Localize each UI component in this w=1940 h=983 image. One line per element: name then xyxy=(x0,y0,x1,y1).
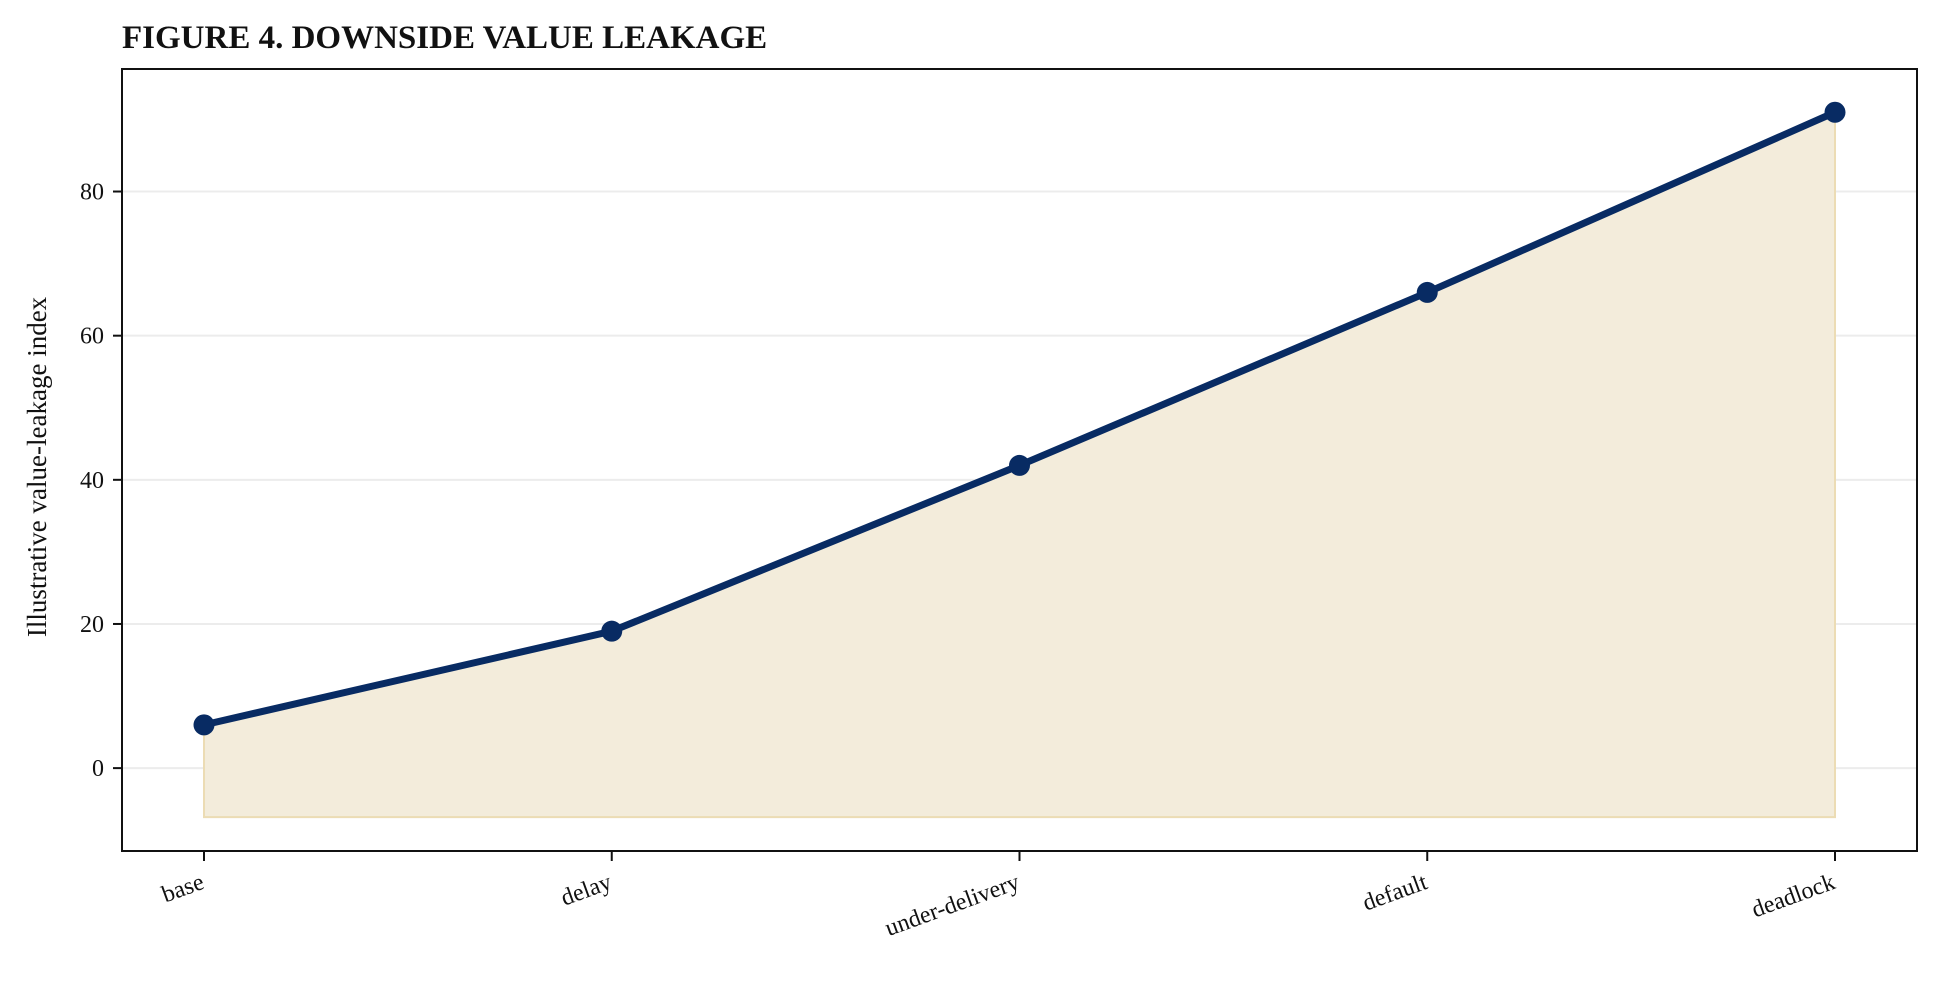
y-tick-label-60: 60 xyxy=(80,324,104,350)
data-point-under-delivery xyxy=(1009,454,1030,476)
data-point-deadlock xyxy=(1824,101,1846,123)
x-tick-label-under-delivery: under-delivery xyxy=(882,869,1023,942)
x-axis: base delay under-delivery default deadlock xyxy=(159,851,1839,942)
x-tick-label-base: base xyxy=(159,869,208,908)
data-point-default xyxy=(1416,281,1438,303)
x-tick-label-deadlock: deadlock xyxy=(1748,869,1838,923)
x-tick-label-default: default xyxy=(1359,869,1431,916)
x-tick-label-delay: delay xyxy=(558,869,616,911)
chart-title: FIGURE 4. DOWNSIDE VALUE LEAKAGE xyxy=(122,20,767,56)
data-point-base xyxy=(193,714,215,736)
data-point-delay xyxy=(601,620,623,642)
y-axis: 0 20 40 60 80 xyxy=(80,180,122,782)
y-tick-label-0: 0 xyxy=(92,756,104,782)
y-tick-label-80: 80 xyxy=(80,180,104,206)
data-points xyxy=(193,101,1846,736)
y-tick-label-40: 40 xyxy=(80,468,104,494)
y-tick-label-20: 20 xyxy=(80,612,104,638)
y-axis-label: Illustrative value-leakage index xyxy=(22,296,52,637)
